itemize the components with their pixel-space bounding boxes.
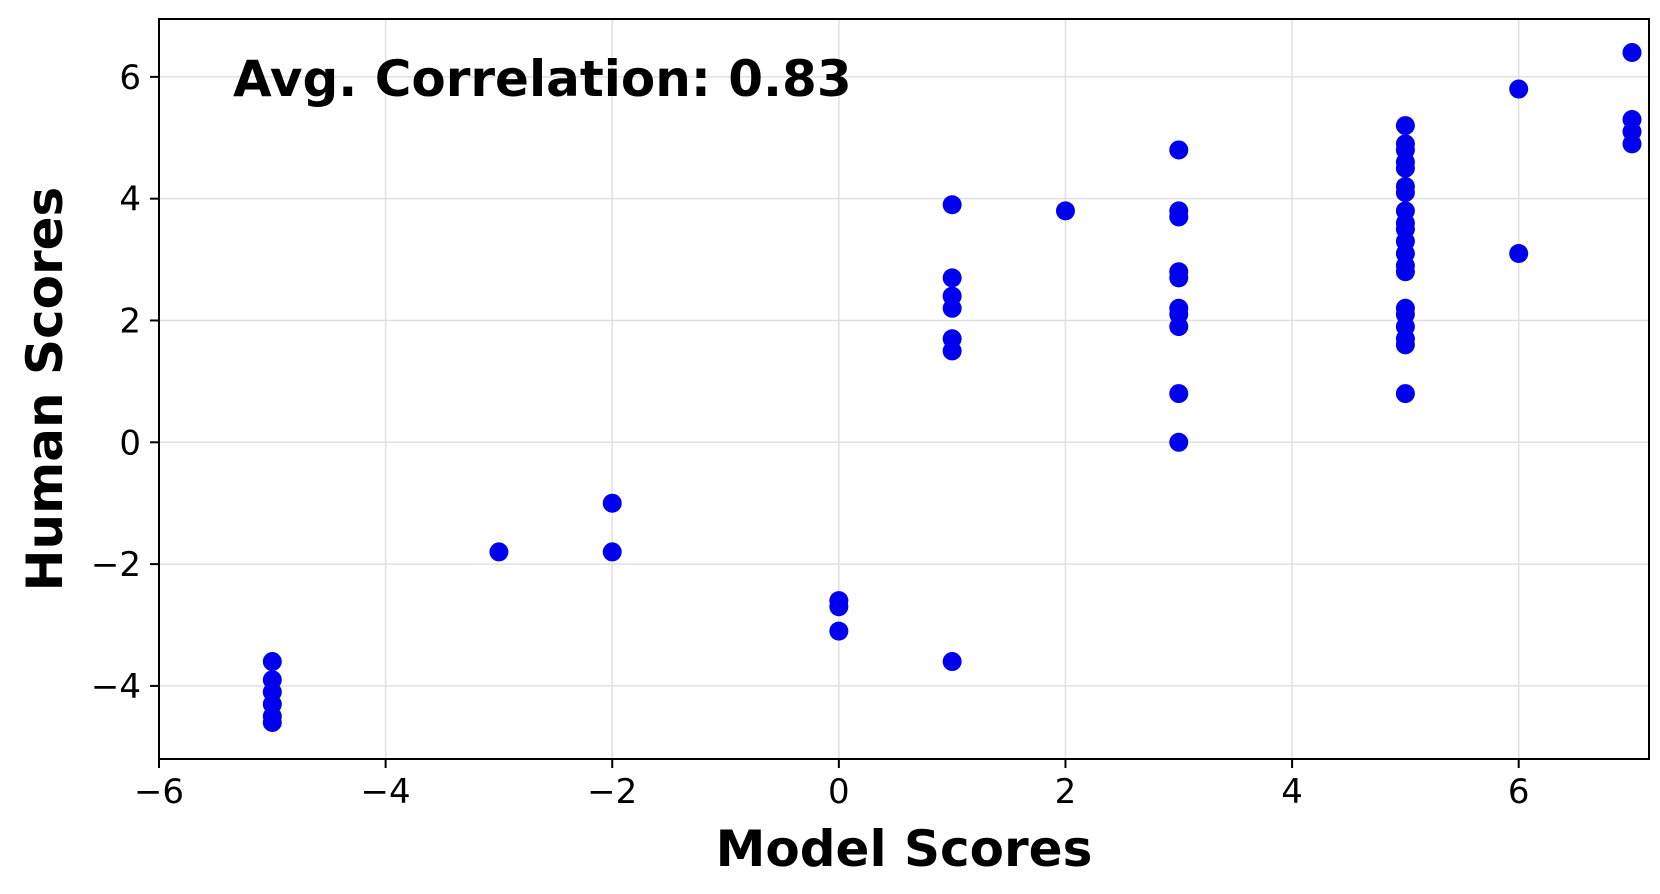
scatter-point <box>1169 432 1189 452</box>
correlation-annotation: Avg. Correlation: 0.83 <box>233 50 852 108</box>
scatter-point <box>829 621 849 641</box>
scatter-point <box>942 652 962 672</box>
x-tick-label: −2 <box>587 772 637 812</box>
scatter-point <box>262 712 282 732</box>
x-tick-label: 0 <box>828 772 850 812</box>
y-tick-label: 0 <box>119 423 141 463</box>
x-tick-label: 2 <box>1055 772 1077 812</box>
y-tick-label: −4 <box>91 667 141 707</box>
y-tick-label: −2 <box>91 545 141 585</box>
scatter-point <box>1169 384 1189 404</box>
y-axis-title: Human Scores <box>16 187 74 592</box>
scatter-point <box>489 542 509 562</box>
scatter-point <box>262 652 282 672</box>
scatter-point <box>1169 207 1189 227</box>
scatter-point <box>1169 317 1189 337</box>
scatter-point <box>942 341 962 361</box>
scatter-point <box>1395 384 1415 404</box>
scatter-point <box>1055 201 1075 221</box>
scatter-point <box>602 542 622 562</box>
scatter-point <box>942 268 962 288</box>
plot-frame <box>158 18 1650 760</box>
y-tick-label: 6 <box>119 58 141 98</box>
x-tick-label: −6 <box>134 772 184 812</box>
y-tick-label: 4 <box>119 180 141 220</box>
y-tick-label: 2 <box>119 301 141 341</box>
scatter-point <box>602 493 622 513</box>
scatter-point <box>1169 140 1189 160</box>
axis-ticks: −6 −4 −2 0 2 4 6 −4 −2 0 2 4 6 <box>91 58 1530 812</box>
scatter-point <box>1395 183 1415 203</box>
scatter-point <box>1169 268 1189 288</box>
data-points <box>262 42 1642 732</box>
x-tick-label: 4 <box>1281 772 1303 812</box>
scatter-point <box>1395 335 1415 355</box>
scatter-point <box>1395 158 1415 178</box>
scatter-point <box>829 597 849 617</box>
grid-lines <box>158 19 1649 759</box>
scatter-point <box>1395 262 1415 282</box>
x-tick-label: 6 <box>1508 772 1530 812</box>
x-axis-title: Model Scores <box>716 820 1093 878</box>
scatter-point <box>1622 134 1642 154</box>
scatter-point <box>1622 42 1642 62</box>
scatter-point <box>1509 243 1529 263</box>
scatter-point <box>942 298 962 318</box>
x-tick-label: −4 <box>361 772 411 812</box>
scatter-point <box>1395 116 1415 136</box>
scatter-point <box>942 195 962 215</box>
scatter-point <box>1509 79 1529 99</box>
